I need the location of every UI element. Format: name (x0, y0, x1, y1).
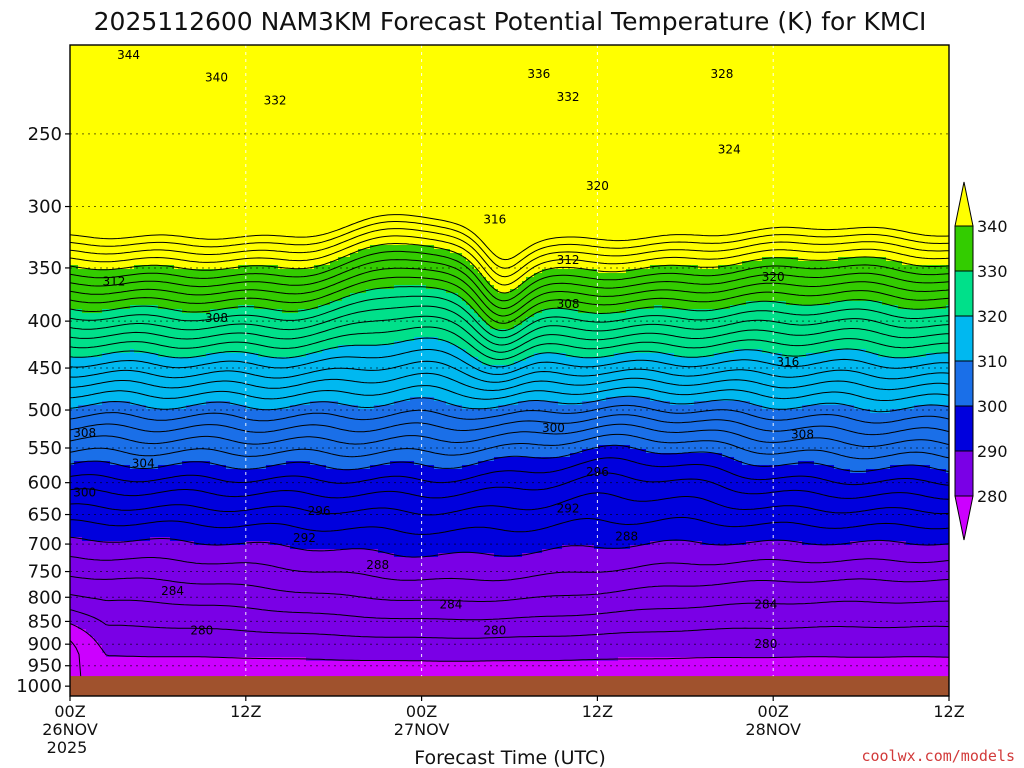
contour-label: 340 (205, 70, 228, 84)
contour-label: 288 (366, 558, 389, 572)
contour-label: 304 (132, 457, 155, 471)
colorbar-label: 280 (977, 487, 1008, 506)
y-tick-label: 550 (28, 438, 62, 459)
y-tick-label: 800 (28, 587, 62, 608)
contour-label: 296 (308, 504, 331, 518)
y-tick-label: 250 (28, 124, 62, 145)
contour-label: 308 (557, 297, 580, 311)
contour-label: 312 (557, 253, 580, 267)
contour-label: 284 (754, 598, 777, 612)
y-tick-label: 450 (28, 358, 62, 379)
x-tick-label: 12Z (582, 702, 613, 721)
x-tick-label: 26NOV (42, 720, 98, 739)
ground-below-surface (70, 676, 949, 696)
contour-label: 344 (117, 48, 140, 62)
x-axis-title: Forecast Time (UTC) (414, 747, 605, 768)
x-tick-label: 00Z (758, 702, 789, 721)
contour-label: 280 (190, 624, 213, 638)
x-tick-label: 12Z (230, 702, 261, 721)
contour-label: 324 (718, 143, 741, 157)
colorbar-label: 320 (977, 307, 1008, 326)
contour-label: 288 (615, 530, 638, 544)
contour-label: 280 (754, 637, 777, 651)
colorbar-label: 340 (977, 217, 1008, 236)
colorbar-segment (955, 361, 973, 406)
contour-label: 292 (557, 501, 580, 515)
y-tick-label: 650 (28, 505, 62, 526)
y-tick-label: 700 (28, 534, 62, 555)
y-tick-label: 500 (28, 400, 62, 421)
contour-label: 308 (205, 311, 228, 325)
x-tick-label: 2025 (47, 738, 88, 757)
contour-label: 312 (102, 274, 125, 288)
colorbar-label: 330 (977, 262, 1008, 281)
contour-label: 328 (710, 67, 733, 81)
colorbar-cap-top (955, 182, 973, 226)
y-tick-label: 600 (28, 473, 62, 494)
contour-label: 332 (264, 94, 287, 108)
contour-label: 316 (776, 355, 799, 369)
y-tick-label: 350 (28, 258, 62, 279)
contour-label: 300 (73, 485, 96, 499)
contour-label: 308 (791, 428, 814, 442)
colorbar-segment (955, 316, 973, 361)
colorbar: 340 330 320 310 300 290 280 (955, 182, 1008, 540)
contour-label: 280 (483, 624, 506, 638)
y-tick-label: 300 (28, 197, 62, 218)
credit-text: coolwx.com/models (861, 747, 1015, 765)
colorbar-label: 310 (977, 352, 1008, 371)
contour-label: 336 (527, 67, 550, 81)
contour-label: 296 (586, 465, 609, 479)
colorbar-segment (955, 406, 973, 451)
y-tick-label: 850 (28, 611, 62, 632)
contour-label: 292 (293, 531, 316, 545)
y-tick-label: 750 (28, 562, 62, 583)
colorbar-segment (955, 226, 973, 271)
contour-label: 332 (557, 90, 580, 104)
contour-label: 284 (161, 584, 184, 598)
contour-label: 308 (73, 426, 96, 440)
colorbar-label: 300 (977, 397, 1008, 416)
y-tick-label: 400 (28, 311, 62, 332)
y-tick-label: 1000 (16, 676, 62, 697)
colorbar-label: 290 (977, 442, 1008, 461)
x-tick-label: 12Z (933, 702, 964, 721)
colorbar-segment (955, 451, 973, 496)
y-tick-label: 900 (28, 634, 62, 655)
plot-area: 344 340 332 336 332 328 324 320 316 312 320 312 308 3… (70, 45, 951, 698)
x-tick-label: 27NOV (394, 720, 450, 739)
contour-label: 284 (439, 598, 462, 612)
contour-label: 320 (762, 270, 785, 284)
contour-label: 300 (542, 421, 565, 435)
chart-title: 2025112600 NAM3KM Forecast Potential Tem… (94, 7, 927, 36)
x-tick-label: 00Z (406, 702, 437, 721)
contour-label: 316 (483, 213, 506, 227)
contour-label: 320 (586, 179, 609, 193)
x-tick-label: 00Z (54, 702, 85, 721)
y-tick-label: 950 (28, 656, 62, 677)
x-tick-label: 28NOV (745, 720, 801, 739)
colorbar-cap-bottom (955, 496, 973, 540)
y-axis: 2503003504004505005506006507007508008509… (16, 124, 70, 697)
colorbar-segment (955, 271, 973, 316)
